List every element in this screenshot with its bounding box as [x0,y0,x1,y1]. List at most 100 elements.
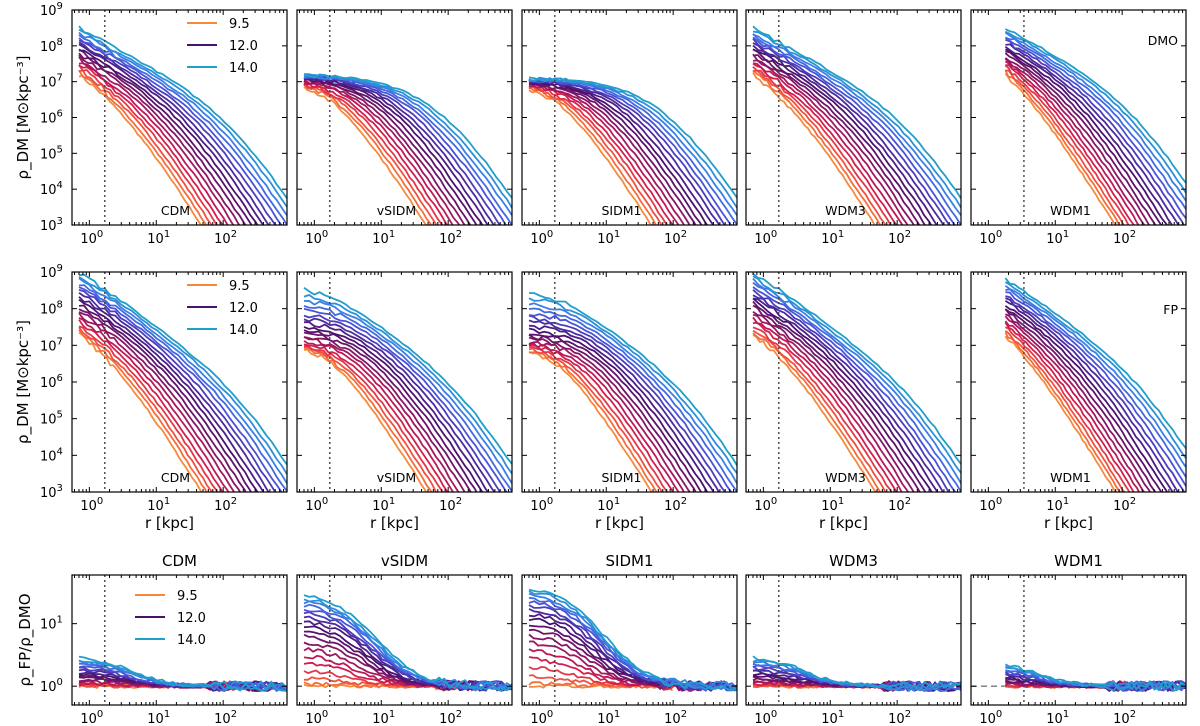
x-tick-label: 100 [305,229,328,247]
series-dmo-wdm1-m10 [1005,69,1125,225]
column-title: vSIDM [381,552,428,570]
y-tick-label: 100 [40,677,63,695]
series-fp-sidm1-m11.75 [528,333,703,492]
panel-model-label: WDM3 [825,470,866,485]
series-dmo-vsidm-m9.5 [303,85,428,225]
series-dmo-wdm3-m14 [752,25,961,199]
series-fp-cdm-m13 [78,286,283,492]
series-fp-vsidm-m12 [303,326,484,492]
y-axis-label-dmo: ρ_DM [M⊙kpc⁻³] [14,56,33,180]
series-dmo-wdm1-m13.5 [1004,31,1186,202]
x-axis-label: r [kpc] [595,514,644,532]
legend-entry-label: 12.0 [177,611,206,626]
x-tick-label: 102 [439,709,462,726]
series-dmo-wdm3-m10.5 [752,62,898,225]
x-axis-label: r [kpc] [145,514,194,532]
series-fp-sidm1-m13 [528,313,733,492]
panel-fp-wdm3: 100 101 102 WDM3 r [kpc] [745,271,962,532]
series-fp-wdm1-m11.75 [1004,308,1163,492]
x-tick-label: 102 [214,229,237,247]
series-dmo-wdm1-m9.5 [1004,73,1117,225]
series-fp-wdm1-m9.5 [1004,335,1117,492]
series-dmo-cdm-m14 [78,25,287,199]
legend-entry-label: 12.0 [229,39,258,54]
axes-frame [970,574,1187,706]
series-dmo-vsidm-m12.25 [303,76,489,225]
series-dmo-cdm-m11.75 [78,48,253,225]
series-fp-vsidm-m10.75 [303,340,455,492]
y-axis-label-fp: ρ_DM [M⊙kpc⁻³] [14,320,33,444]
panel-model-label: CDM [161,203,190,218]
series-fp-wdm3-m10.75 [752,316,904,492]
panel-fp-vsidm: 100 101 102 vSIDM r [kpc] [296,271,513,532]
series-dmo-sidm1-m9.75 [528,85,658,225]
series-fp-wdm3-m13.25 [752,281,961,492]
series-fp-sidm1-m13.5 [528,302,737,485]
series-fp-cdm-m14 [78,273,287,466]
x-tick-label: 100 [80,709,103,726]
series-dmo-sidm1-m13 [528,79,732,225]
legend: 9.5 12.0 14.0 [187,279,258,338]
x-tick-label: 101 [821,229,844,247]
x-tick-label: 102 [439,229,462,247]
series-fp-wdm3-m11.5 [752,304,921,492]
series-fp-vsidm-m10.25 [303,345,444,492]
series-dmo-wdm3-m11.25 [752,53,915,225]
legend-entry-label: 14.0 [229,323,258,338]
series-dmo-wdm1-m10.75 [1004,60,1140,225]
x-tick-label: 101 [597,496,620,514]
series-dmo-wdm3-m12.25 [752,44,938,225]
series-fp-wdm1-m11.25 [1005,313,1152,492]
x-tick-label: 101 [1046,496,1069,514]
series-fp-vsidm-m13.25 [303,305,512,492]
panel-model-label: vSIDM [377,203,416,218]
x-tick-label: 102 [888,229,911,247]
series-ratio-cdm-m14 [78,655,287,692]
series-ratio-vsidm-m12.25 [303,620,512,692]
x-tick-label: 101 [147,229,170,247]
series-fp-wdm1-m13.5 [1004,285,1186,468]
series-fp-wdm3-m13 [752,286,957,492]
legend-entry-label: 9.5 [177,589,198,604]
series-dmo-cdm-m9.5 [78,74,203,225]
x-tick-label: 101 [372,229,395,247]
series-fp-wdm1-m12.75 [1005,295,1186,492]
series-dmo-sidm1-m11.75 [528,80,703,225]
series-fp-sidm1-m14 [528,292,737,466]
series-fp-wdm1-m10 [1004,330,1126,492]
series-dmo-vsidm-m10.25 [303,81,444,225]
x-axis-label: r [kpc] [370,514,419,532]
column-title: CDM [162,552,197,570]
series-dmo-cdm-m10.25 [78,64,218,225]
x-tick-label: 101 [597,709,620,726]
legend: 9.5 12.0 14.0 [135,589,206,648]
panel-model-label: SIDM1 [602,470,642,485]
axes-frame [970,271,1187,493]
x-tick-label: 102 [1113,496,1136,514]
series-ratio-sidm1-m14 [528,588,737,692]
series-dmo-sidm1-m14 [528,76,737,199]
series-fp-sidm1-m10.75 [528,341,680,492]
series-fp-sidm1-m12 [528,327,709,492]
column-title: SIDM1 [606,552,654,570]
panel-dmo-cdm: 100 101 102 103 104 105 106 107 108 109 CDM 9.5 12.0… [40,1,288,247]
x-tick-label: 100 [80,229,103,247]
series-dmo-wdm3-m10.75 [752,62,904,225]
series-dmo-wdm3-m9.5 [752,72,876,225]
series-dmo-cdm-m10.75 [78,62,229,225]
series-dmo-wdm1-m13.25 [1005,36,1186,210]
x-tick-label: 102 [888,709,911,726]
series-ratio-wdm3-m14 [752,655,961,692]
column-title: WDM3 [829,552,878,570]
series-fp-sidm1-m12.5 [528,319,720,492]
panel-dmo-wdm3: 100 101 102 WDM3 [745,9,962,247]
series-fp-vsidm-m11 [303,336,460,492]
series-fp-cdm-m11 [78,312,236,492]
series-fp-vsidm-m11.75 [303,329,478,492]
legend-entry-label: 12.0 [229,301,258,316]
series-dmo-cdm-m11 [78,56,235,225]
panel-model-label: WDM1 [1050,470,1091,485]
series-fp-wdm1-m14 [1004,277,1186,450]
